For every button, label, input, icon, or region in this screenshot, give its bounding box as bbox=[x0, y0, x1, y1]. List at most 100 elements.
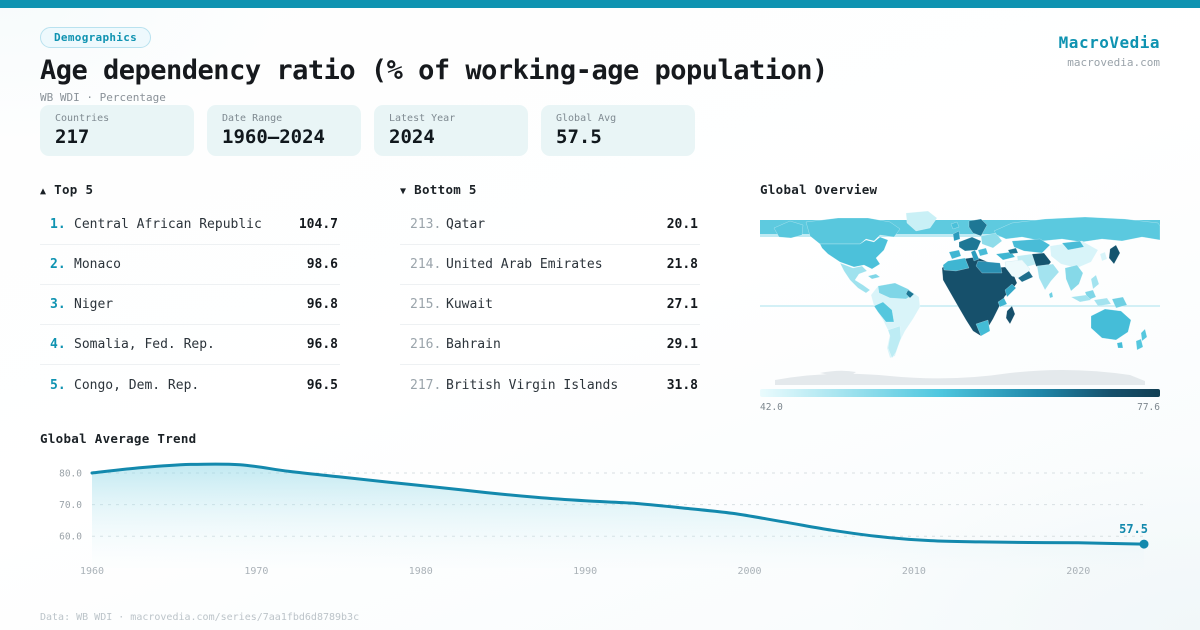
row-value: 31.8 bbox=[666, 377, 698, 393]
stat-label: Global Avg bbox=[556, 113, 617, 124]
row-value: 27.1 bbox=[666, 297, 698, 312]
page-subtitle: WB WDI · Percentage bbox=[40, 91, 166, 104]
page-title: Age dependency ratio (% of working-age p… bbox=[40, 55, 828, 86]
stat-label: Latest Year bbox=[389, 113, 456, 124]
rank-row: 217. British Virgin Islands 31.8 bbox=[400, 365, 700, 405]
stat-label: Date Range bbox=[222, 113, 283, 124]
map-region-british-isles bbox=[952, 230, 961, 242]
svg-text:2020: 2020 bbox=[1066, 566, 1090, 577]
row-rank: 2. bbox=[50, 257, 66, 272]
stat-card-latest-year: Latest Year 2024 bbox=[374, 105, 528, 156]
row-value: 96.8 bbox=[306, 337, 338, 352]
map-region-horn-of-africa bbox=[1004, 283, 1017, 298]
map-region-alaska bbox=[773, 220, 804, 239]
row-country: British Virgin Islands bbox=[446, 377, 619, 393]
row-country: United Arab Emirates bbox=[446, 257, 603, 272]
map-region-korea bbox=[1099, 251, 1108, 262]
trend-section: Global Average Trend 80.0 70.0 60.0 1960 197… bbox=[40, 431, 1160, 578]
top5-title: Top 5 bbox=[54, 182, 94, 197]
map-region-tasmania bbox=[1116, 341, 1124, 349]
trend-area-chart: 80.0 70.0 60.0 1960 1970 1980 1990 2000 2010 2020… bbox=[59, 462, 1149, 577]
map-region-mexico-central-america bbox=[839, 262, 871, 294]
row-country: Congo, Dem. Rep. bbox=[74, 377, 200, 393]
choropleth-color-scale bbox=[760, 389, 1160, 397]
row-country: Monaco bbox=[74, 257, 121, 272]
rank-row: 3. Niger 96.8 bbox=[40, 285, 340, 325]
map-region-new-zealand-south bbox=[1135, 338, 1144, 351]
brand-domain-link[interactable]: macrovedia.com bbox=[1067, 56, 1160, 69]
stat-card-countries: Countries 217 bbox=[40, 105, 194, 156]
map-region-papua bbox=[1111, 296, 1128, 309]
brand-wordmark[interactable]: MacroVedia bbox=[1058, 33, 1160, 52]
color-scale-labels: 42.0 77.6 bbox=[760, 402, 1160, 413]
row-country: Somalia, Fed. Rep. bbox=[74, 337, 215, 352]
map-region-greenland bbox=[905, 210, 938, 232]
map-region-south-africa bbox=[975, 319, 991, 337]
map-region-south-america bbox=[870, 282, 921, 359]
svg-text:1990: 1990 bbox=[573, 566, 597, 577]
row-rank: 1. bbox=[50, 217, 66, 232]
map-region-usa bbox=[819, 236, 889, 270]
map-region-caucasus bbox=[1007, 247, 1019, 255]
row-rank: 215. bbox=[410, 297, 442, 312]
continents bbox=[773, 210, 1160, 385]
global-overview-section: Global Overview bbox=[760, 182, 1160, 413]
bottom5-header: ▼ Bottom 5 bbox=[400, 182, 700, 197]
map-region-russia bbox=[993, 216, 1160, 243]
map-region-italy bbox=[970, 249, 980, 262]
map-region-indonesia-west bbox=[1070, 294, 1092, 303]
top5-header: ▲ Top 5 bbox=[40, 182, 340, 197]
map-region-mongolia bbox=[1061, 240, 1085, 251]
map-region-western-europe bbox=[958, 236, 982, 252]
row-value: 104.7 bbox=[298, 217, 338, 232]
map-region-balkans bbox=[977, 247, 989, 257]
row-value: 20.1 bbox=[666, 217, 698, 232]
rank-row: 213. Qatar 20.1 bbox=[400, 205, 700, 245]
brand-block: MacroVedia macrovedia.com bbox=[1059, 33, 1160, 69]
map-region-antarctica-coast bbox=[820, 370, 856, 376]
map-region-yemen-oman bbox=[1017, 270, 1034, 283]
row-value: 96.5 bbox=[306, 377, 338, 393]
map-region-guyana bbox=[905, 289, 915, 299]
row-rank: 216. bbox=[410, 337, 442, 352]
map-region-andes bbox=[873, 301, 895, 323]
map-region-southeast-asia bbox=[1064, 264, 1084, 292]
stat-card-global-avg: Global Avg 57.5 bbox=[541, 105, 695, 156]
map-region-northwest-africa bbox=[942, 257, 970, 272]
row-value: 96.8 bbox=[306, 297, 338, 312]
map-region-japan bbox=[1108, 244, 1121, 265]
top-accent-bar bbox=[0, 0, 1200, 8]
map-region-india bbox=[1036, 263, 1060, 291]
footer-source-link[interactable]: Data: WB WDI · macrovedia.com/series/7aa… bbox=[40, 612, 360, 623]
svg-text:2010: 2010 bbox=[902, 566, 926, 577]
svg-text:80.0: 80.0 bbox=[59, 468, 82, 479]
map-region-turkey bbox=[995, 251, 1016, 261]
world-map bbox=[760, 210, 1160, 385]
row-rank: 213. bbox=[410, 217, 442, 232]
row-country: Kuwait bbox=[446, 297, 493, 312]
map-region-australia bbox=[1090, 308, 1132, 341]
category-badge[interactable]: Demographics bbox=[40, 27, 152, 48]
map-region-eastern-europe bbox=[980, 232, 1003, 249]
row-country: Bahrain bbox=[446, 337, 501, 352]
bottom5-section: ▼ Bottom 5 213. Qatar 20.1 214. United A… bbox=[400, 182, 700, 413]
top5-section: ▲ Top 5 1. Central African Republic 104.… bbox=[40, 182, 340, 413]
row-country: Central African Republic bbox=[74, 217, 262, 232]
rank-row: 5. Congo, Dem. Rep. 96.5 bbox=[40, 365, 340, 405]
map-region-sri-lanka bbox=[1048, 291, 1054, 299]
arctic-band-edge bbox=[760, 234, 1160, 237]
svg-text:70.0: 70.0 bbox=[59, 500, 82, 511]
row-value: 21.8 bbox=[666, 257, 698, 272]
stat-value: 1960—2024 bbox=[222, 126, 325, 148]
map-region-philippines bbox=[1090, 274, 1100, 290]
scale-max-label: 77.6 bbox=[1137, 402, 1160, 413]
rank-row: 214. United Arab Emirates 21.8 bbox=[400, 245, 700, 285]
row-value: 98.6 bbox=[306, 257, 338, 272]
rank-row: 216. Bahrain 29.1 bbox=[400, 325, 700, 365]
top5-rows: 1. Central African Republic 104.7 2. Mon… bbox=[40, 205, 340, 405]
scale-min-label: 42.0 bbox=[760, 402, 783, 413]
rank-row: 2. Monaco 98.6 bbox=[40, 245, 340, 285]
map-region-kenya bbox=[997, 297, 1008, 308]
trend-title: Global Average Trend bbox=[40, 431, 197, 446]
